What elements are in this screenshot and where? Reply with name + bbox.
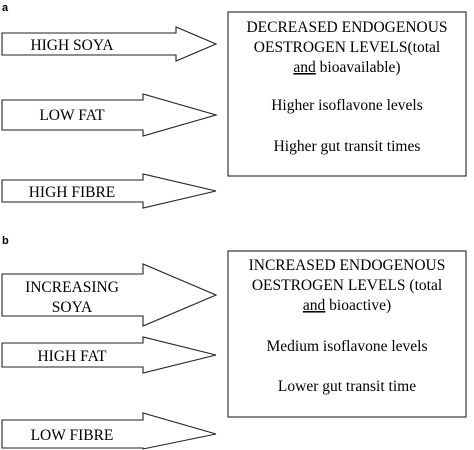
input-label-high-fat: HIGH FAT <box>37 348 107 365</box>
input-arrow-high-fibre: HIGH FIBRE <box>1 173 217 209</box>
right-arrow-icon <box>1 173 217 209</box>
input-arrow-low-fibre: LOW FIBRE <box>1 412 217 450</box>
right-arrow-icon <box>1 93 218 137</box>
input-label-low-fibre: LOW FIBRE <box>31 427 114 444</box>
result-b-line-3: and bioactive) <box>303 297 391 314</box>
result-a-line-3: and bioavailable) <box>293 59 400 76</box>
result-b-line-1: INCREASED ENDOGENOUS <box>249 257 446 274</box>
result-box-b: INCREASED ENDOGENOUS OESTROGEN LEVELS (t… <box>227 250 467 418</box>
panel-label-a: a <box>2 2 9 14</box>
result-box-a: DECREASED ENDOGENOUS OESTROGEN LEVELS(to… <box>227 11 467 177</box>
input-arrow-high-fat: HIGH FAT <box>1 336 217 374</box>
result-box-a-frame <box>227 11 467 177</box>
panel-a: a HIGH SOYA LOW FAT HIGH FIBRE DECREASED… <box>1 2 467 209</box>
right-arrow-icon <box>1 336 217 374</box>
right-arrow-icon <box>1 26 218 62</box>
result-a-line-2: OESTROGEN LEVELS(total <box>254 39 440 56</box>
input-arrow-increasing-soya: INCREASING SOYA <box>1 263 218 327</box>
input-label-increasing: INCREASING <box>25 279 119 296</box>
result-a-line-1: DECREASED ENDOGENOUS <box>246 19 447 36</box>
result-b-line-4: Medium isoflavone levels <box>267 338 428 355</box>
result-a-underlined-word: and <box>293 59 316 76</box>
result-b-line-5: Lower gut transit time <box>278 378 416 395</box>
result-b-line-3-rest: bioactive) <box>325 297 391 314</box>
result-a-line-4: Higher isoflavone levels <box>271 97 423 114</box>
right-arrow-icon <box>1 263 218 327</box>
input-label-high-soya: HIGH SOYA <box>30 37 114 54</box>
panel-b: b INCREASING SOYA HIGH FAT LOW FIBRE INC… <box>1 235 467 450</box>
right-arrow-icon <box>1 412 217 450</box>
result-box-b-frame <box>227 250 467 418</box>
input-arrow-high-soya: HIGH SOYA <box>1 26 218 62</box>
result-a-line-5: Higher gut transit times <box>274 138 421 155</box>
result-b-underlined-word: and <box>303 297 326 314</box>
input-label-low-fat: LOW FAT <box>39 107 105 124</box>
input-label-high-fibre: HIGH FIBRE <box>29 184 116 201</box>
result-a-line-3-rest: bioavailable) <box>316 59 401 76</box>
result-b-line-2: OESTROGEN LEVELS (total <box>252 277 442 294</box>
input-label-soya: SOYA <box>52 299 93 316</box>
panel-label-b: b <box>2 235 9 247</box>
input-arrow-low-fat: LOW FAT <box>1 93 218 137</box>
